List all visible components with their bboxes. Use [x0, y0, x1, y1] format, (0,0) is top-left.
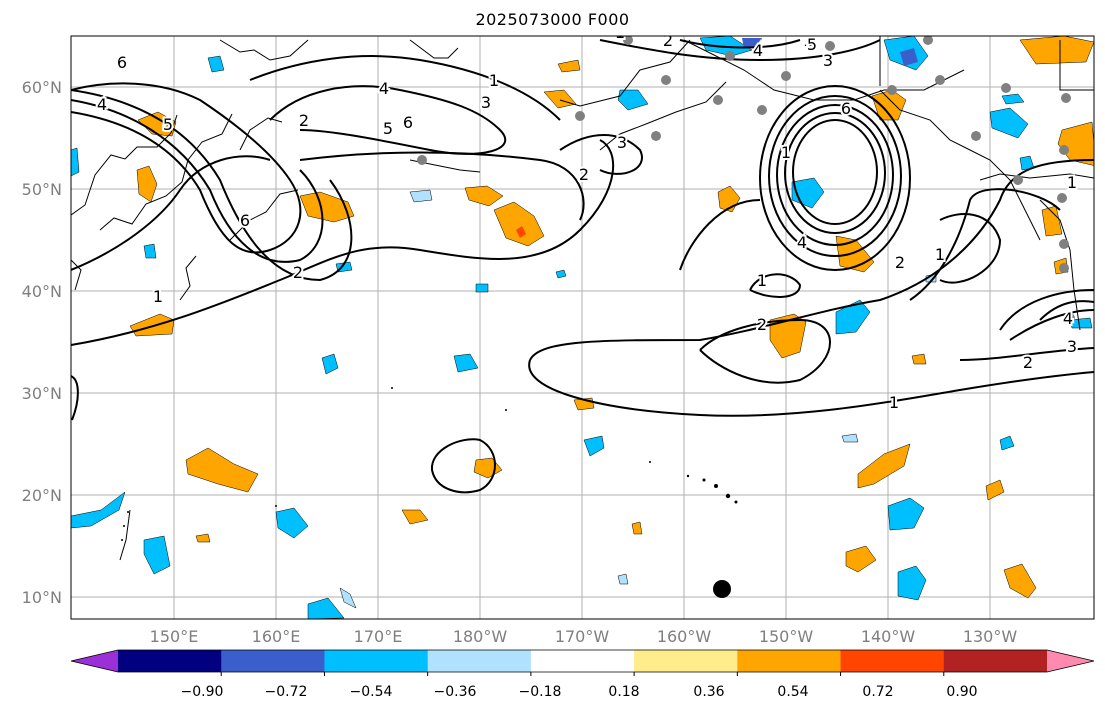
lon-label: 150°E — [149, 627, 199, 646]
storm-marker — [713, 580, 731, 598]
contour-label: 2 — [299, 111, 309, 130]
map-frame — [70, 35, 1095, 620]
colorbar-tick-label: 0.18 — [608, 684, 640, 700]
contour-label: 2 — [1023, 353, 1033, 372]
contour-lines — [71, 39, 1094, 494]
contour-label: 1 — [935, 245, 945, 264]
contour-label: 2 — [757, 315, 767, 334]
colorbar-segment — [634, 650, 738, 672]
contour-label: 4 — [379, 79, 389, 98]
contour-label: 1 — [889, 393, 899, 412]
lat-label: 40°N — [21, 282, 62, 301]
lon-label: 130°W — [962, 627, 1018, 646]
colorbar-outline — [70, 649, 1095, 673]
dark-negative-shading — [742, 38, 918, 66]
contour-label: 4 — [797, 233, 807, 252]
colorbar-tick-label: 0.36 — [693, 684, 725, 700]
lat-label: 30°N — [21, 384, 62, 403]
colorbar-segment — [324, 650, 429, 672]
colorbar-tick-label: −0.18 — [518, 684, 562, 700]
contour-label: 5 — [807, 35, 817, 54]
colorbar-segment — [221, 650, 325, 672]
station-markers — [417, 36, 1075, 323]
colorbar — [70, 649, 1095, 676]
colorbar-segment — [943, 650, 1048, 672]
lon-label: 170°E — [353, 627, 403, 646]
colorbar-tick-label: 0.54 — [777, 684, 809, 700]
lon-label: 170°W — [554, 627, 610, 646]
lon-label: 150°W — [758, 627, 814, 646]
contour-label: 1 — [1067, 173, 1077, 192]
colorbar-tick-label: 0.72 — [862, 684, 894, 700]
colorbar-tick-label: −0.90 — [180, 684, 224, 700]
gridlines — [71, 36, 1094, 619]
colorbar-tick-label: 0.90 — [946, 684, 978, 700]
contour-label: 2 — [895, 253, 905, 272]
contour-label: 3 — [481, 93, 491, 112]
lat-label: 20°N — [21, 486, 62, 505]
contour-label: 6 — [240, 211, 250, 230]
contour-label: 6 — [841, 99, 851, 118]
contour-label: 3 — [1067, 337, 1077, 356]
lat-label: 60°N — [21, 78, 62, 97]
lon-label: 180°W — [452, 627, 508, 646]
lon-label: 160°E — [251, 627, 301, 646]
lat-label: 50°N — [21, 180, 62, 199]
contour-label: 5 — [163, 115, 173, 134]
contour-label: 4 — [1063, 309, 1073, 328]
colorbar-segment — [427, 650, 532, 672]
contour-label: 1 — [757, 271, 767, 290]
contour-label: 1 — [489, 71, 499, 90]
contour-label-group: 6 4 5 6 2 1 2 4 3 5 6 1 3 2 1 2 1 1 6 4 … — [95, 23, 1079, 414]
colorbar-left-arrow — [71, 650, 118, 672]
colorbar-tick-label: −0.54 — [349, 684, 393, 700]
contour-label: 2 — [663, 31, 673, 50]
contour-label: 4 — [753, 41, 763, 60]
contour-label: 1 — [153, 287, 163, 306]
strong-positive-spot — [516, 226, 526, 238]
coastlines — [71, 36, 1094, 561]
contour-label: 5 — [383, 119, 393, 138]
lon-label: 160°W — [656, 627, 712, 646]
contour-label: 1 — [615, 23, 625, 42]
colorbar-segment — [530, 650, 635, 672]
contour-label: 6 — [403, 113, 413, 132]
islands — [121, 387, 738, 541]
contour-label: 3 — [823, 51, 833, 70]
colorbar-segment — [840, 650, 945, 672]
colorbar-segment — [118, 650, 222, 672]
contour-label: 4 — [97, 95, 107, 114]
colorbar-tick-label: −0.36 — [433, 684, 477, 700]
plot-title: 2025073000 F000 — [475, 10, 630, 29]
colorbar-tick-label: −0.72 — [264, 684, 308, 700]
colorbar-segment — [737, 650, 842, 672]
weak-negative-shading — [339, 189, 937, 609]
contour-label: 1 — [781, 143, 791, 162]
contour-label: 2 — [579, 165, 589, 184]
colorbar-right-arrow — [1047, 650, 1094, 672]
lat-label: 10°N — [21, 588, 62, 607]
contour-label: 1 — [803, 31, 813, 50]
contour-label: 3 — [617, 133, 627, 152]
lon-label: 140°W — [860, 627, 916, 646]
contour-label: 6 — [117, 53, 127, 72]
contour-label: 2 — [293, 263, 303, 282]
